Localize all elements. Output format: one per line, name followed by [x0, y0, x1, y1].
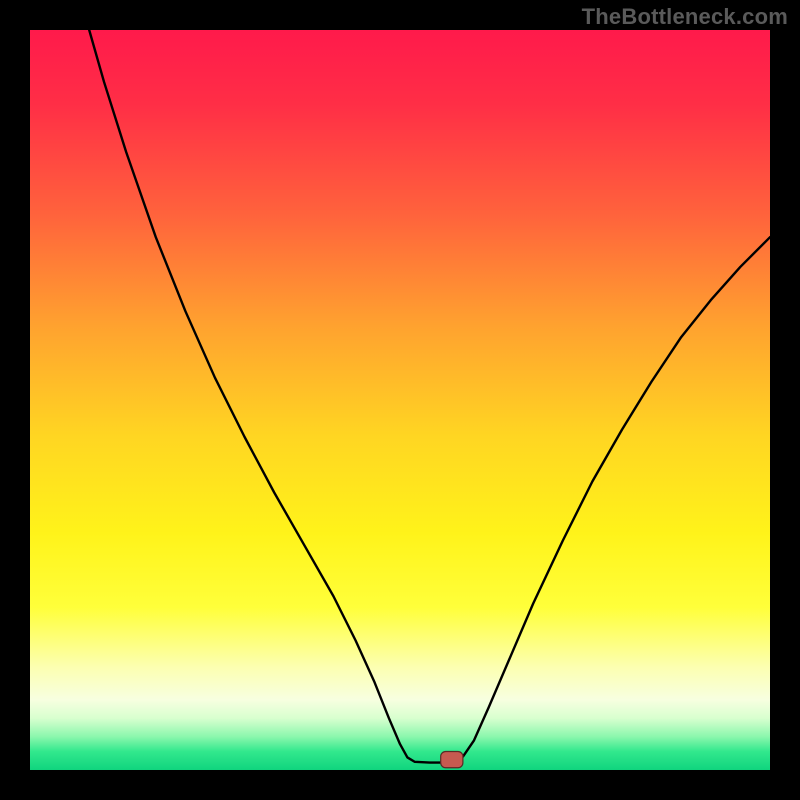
- optimum-marker: [441, 752, 463, 768]
- chart-stage: TheBottleneck.com: [0, 0, 800, 800]
- watermark-text: TheBottleneck.com: [582, 4, 788, 30]
- bottleneck-chart: [0, 0, 800, 800]
- plot-background: [30, 30, 770, 770]
